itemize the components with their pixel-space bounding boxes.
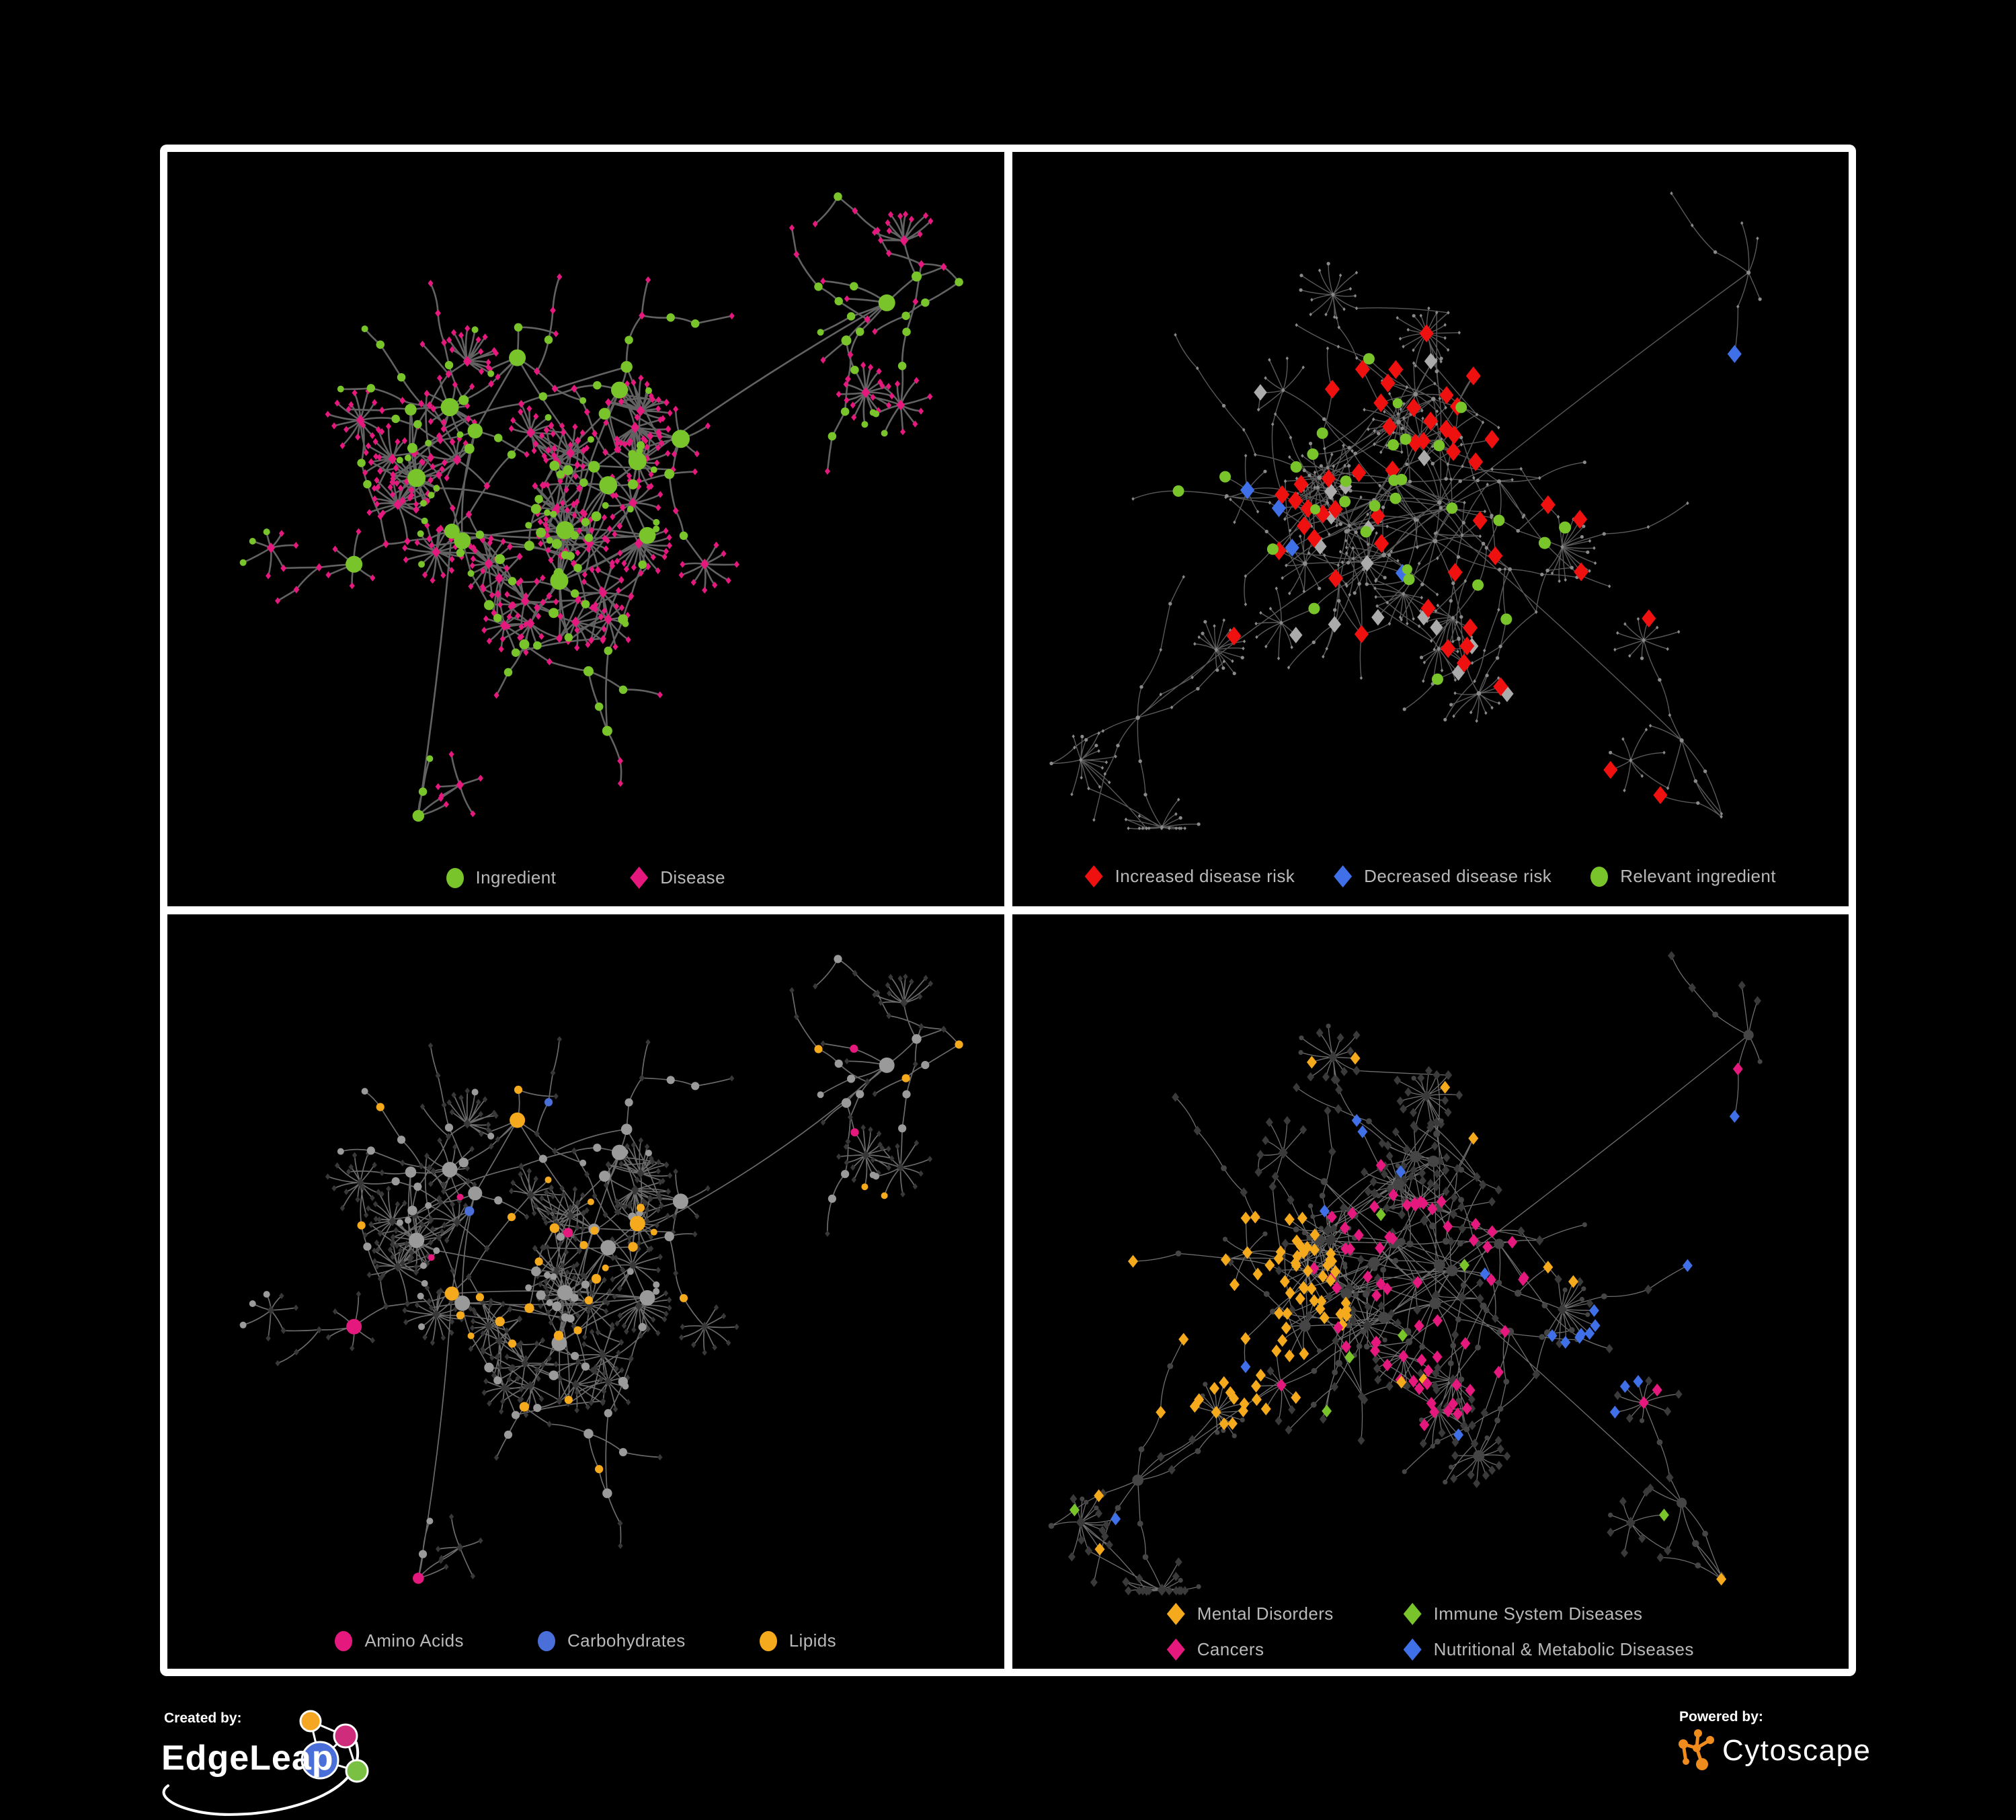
- relevant-ingredient-swatch-circle: [1590, 866, 1609, 887]
- legend-label: Immune System Diseases: [1433, 1604, 1643, 1624]
- cytoscape-wordmark: Cytoscape: [1722, 1734, 1871, 1767]
- legend-label: Mental Disorders: [1197, 1604, 1334, 1624]
- legend-label: Disease: [660, 867, 725, 887]
- ingredient-swatch-circle: [446, 867, 464, 888]
- network-graph-disease-risk: [1049, 191, 1762, 830]
- edgeleap-orange-node-icon: [299, 1710, 322, 1733]
- edgeleap-wordmark: EdgeLeap: [161, 1739, 334, 1778]
- legend-item-immune-system-diseases: Immune System Diseases: [1403, 1603, 1694, 1625]
- legend-label: Carbohydrates: [567, 1630, 686, 1651]
- cancers-swatch-diamond: [1166, 1638, 1185, 1661]
- legend-item-nutritional-metabolic-diseases: Nutritional & Metabolic Diseases: [1403, 1638, 1694, 1661]
- network-graph-ingredient-disease: [239, 192, 963, 822]
- network-graph-disease-categories: [1048, 951, 1763, 1596]
- mental-disorders-swatch-diamond: [1166, 1603, 1185, 1625]
- created-by-label: Created by:: [164, 1710, 242, 1726]
- legend-item-relevant-ingredient: Relevant ingredient: [1590, 866, 1776, 887]
- panel-ingredient-disease: Ingredient Disease: [167, 152, 1004, 906]
- panel-disease-risk: Increased disease risk Decreased disease…: [1012, 152, 1849, 906]
- panel-disease-categories: Mental Disorders Immune System Diseases …: [1012, 914, 1849, 1669]
- legend-nutrient-classes: Amino Acids Carbohydrates Lipids: [167, 1630, 1004, 1651]
- legend-label: Amino Acids: [364, 1630, 464, 1651]
- increased-risk-swatch-diamond: [1084, 865, 1103, 887]
- legend-item-mental-disorders: Mental Disorders: [1166, 1603, 1334, 1625]
- cytoscape-logo: Powered by: Cytoscape: [1679, 1709, 1871, 1770]
- edgeleap-magenta-node-icon: [333, 1723, 358, 1749]
- amino-acids-swatch-circle: [335, 1630, 353, 1651]
- panel-nutrient-classes: Amino Acids Carbohydrates Lipids: [167, 914, 1004, 1669]
- lipids-swatch-circle: [759, 1630, 777, 1651]
- legend-item-amino-acids: Amino Acids: [335, 1630, 464, 1651]
- legend-item-increased-risk: Increased disease risk: [1084, 865, 1295, 887]
- legend-label: Lipids: [789, 1630, 837, 1651]
- legend-disease-risk: Increased disease risk Decreased disease…: [1012, 865, 1849, 887]
- legend-item-decreased-risk: Decreased disease risk: [1334, 865, 1551, 887]
- legend-item-ingredient: Ingredient: [446, 867, 557, 888]
- decreased-risk-swatch-diamond: [1334, 865, 1353, 887]
- legend-disease-categories: Mental Disorders Immune System Diseases …: [1012, 1603, 1849, 1661]
- legend-item-disease: Disease: [630, 867, 725, 889]
- legend-label: Relevant ingredient: [1620, 866, 1776, 886]
- legend-ingredient-disease: Ingredient Disease: [167, 867, 1004, 889]
- legend-label: Cancers: [1197, 1639, 1264, 1659]
- disease-swatch-diamond: [630, 867, 649, 889]
- cytoscape-network-icon: [1679, 1729, 1714, 1770]
- network-grid-frame: Ingredient Disease Increased disease ris…: [160, 145, 1856, 1676]
- legend-label: Decreased disease risk: [1364, 866, 1552, 886]
- carbohydrates-swatch-circle: [537, 1630, 555, 1651]
- nutritional-metabolic-swatch-diamond: [1403, 1638, 1422, 1661]
- edgeleap-blue-node-icon: [300, 1741, 339, 1780]
- legend-item-cancers: Cancers: [1166, 1638, 1334, 1661]
- legend-label: Increased disease risk: [1115, 866, 1295, 886]
- legend-label: Nutritional & Metabolic Diseases: [1433, 1639, 1694, 1659]
- legend-item-carbohydrates: Carbohydrates: [537, 1630, 686, 1651]
- edgeleap-logo: Created by: EdgeLeap: [161, 1710, 369, 1816]
- immune-system-diseases-swatch-diamond: [1403, 1603, 1422, 1625]
- legend-item-lipids: Lipids: [759, 1630, 837, 1651]
- network-graph-nutrient-classes: [239, 955, 963, 1584]
- legend-label: Ingredient: [475, 867, 557, 887]
- powered-by-label: Powered by:: [1679, 1709, 1763, 1725]
- edgeleap-green-node-icon: [345, 1759, 369, 1783]
